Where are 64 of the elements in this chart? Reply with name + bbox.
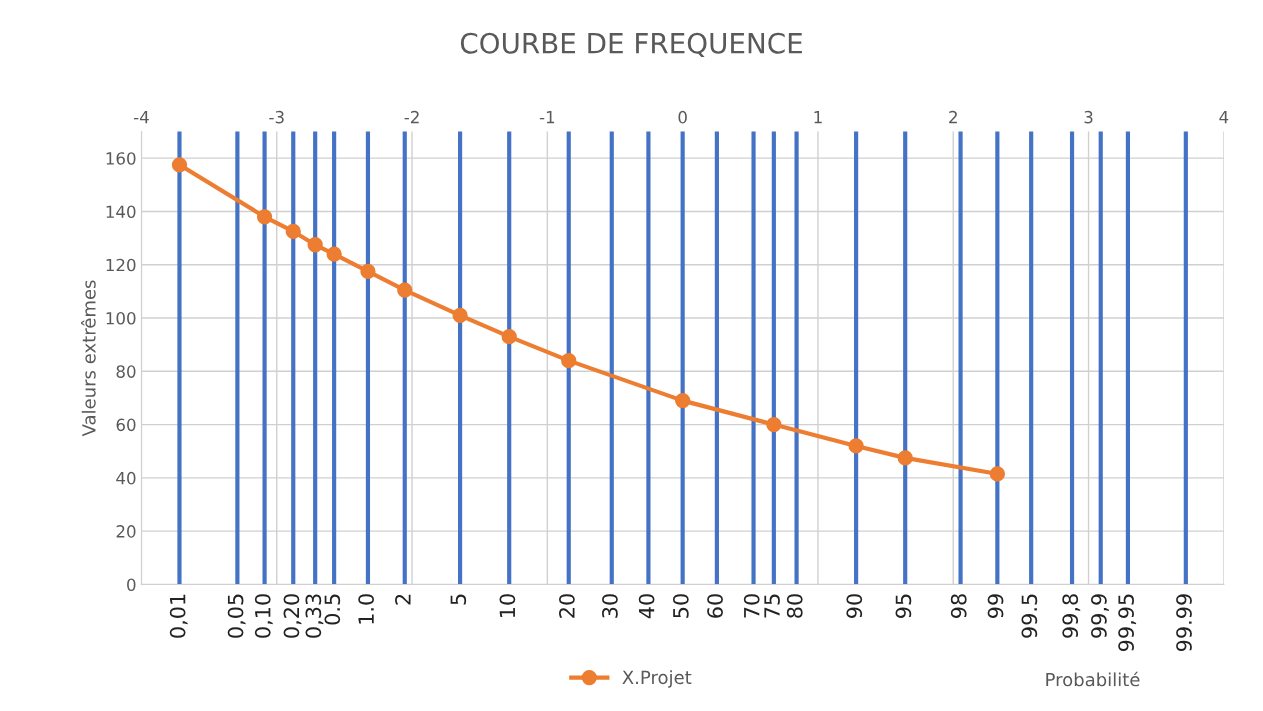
text: 90 bbox=[846, 594, 863, 618]
text: 99,95 bbox=[1118, 594, 1137, 652]
point bbox=[897, 450, 913, 466]
point bbox=[675, 392, 691, 409]
text: 1.0 bbox=[358, 594, 374, 624]
y-axis-title: Valeurs extrêmes bbox=[81, 280, 96, 437]
point bbox=[452, 307, 468, 324]
y-tick-label: 140 bbox=[106, 205, 136, 219]
point bbox=[989, 466, 1005, 482]
text: 95 bbox=[895, 594, 912, 618]
y-tick-label: 80 bbox=[116, 365, 136, 378]
x-tick-label: 2 bbox=[949, 110, 957, 124]
point bbox=[326, 246, 342, 262]
y-tick-label: 100 bbox=[106, 311, 136, 325]
point bbox=[360, 263, 376, 280]
text: 70 bbox=[743, 594, 760, 618]
text: 99,8 bbox=[1062, 594, 1081, 638]
point bbox=[171, 157, 188, 173]
point bbox=[561, 353, 577, 369]
text: 60 bbox=[707, 594, 723, 618]
x-tick-label: -1 bbox=[539, 111, 555, 124]
x-tick-label: 4 bbox=[1219, 111, 1229, 124]
y-tick-label: 20 bbox=[116, 525, 136, 538]
text: 30 bbox=[602, 594, 618, 618]
x-tick-label: -4 bbox=[133, 111, 149, 124]
text: 2 bbox=[395, 594, 411, 605]
legend-label: X.Projet bbox=[622, 670, 692, 688]
x-tick-label: 3 bbox=[1084, 110, 1093, 124]
point bbox=[256, 209, 273, 225]
text: 0,20 bbox=[283, 594, 302, 638]
point bbox=[766, 416, 782, 433]
text: 99,9 bbox=[1091, 594, 1109, 638]
text: 40 bbox=[638, 594, 655, 619]
text: 0.5 bbox=[324, 594, 341, 625]
point bbox=[285, 223, 301, 240]
text: 99.5 bbox=[1021, 594, 1038, 638]
y-tick-label: 40 bbox=[116, 471, 136, 485]
text: 0,05 bbox=[227, 594, 246, 638]
text: 50 bbox=[672, 594, 689, 618]
text: 20 bbox=[559, 594, 575, 618]
x-tick-label: -2 bbox=[404, 110, 419, 124]
text: 10 bbox=[499, 594, 516, 617]
y-tick-label: 60 bbox=[116, 418, 136, 432]
text: 0,10 bbox=[254, 594, 273, 638]
x-tick-label: -3 bbox=[269, 110, 284, 124]
x-axis-title: Probabilité bbox=[1046, 671, 1140, 687]
point bbox=[397, 282, 413, 298]
text: 0,01 bbox=[169, 594, 188, 638]
y-tick-label: 160 bbox=[106, 152, 136, 165]
point bbox=[501, 329, 517, 345]
point bbox=[848, 438, 864, 454]
text: 99.99 bbox=[1176, 594, 1192, 652]
text: 75 bbox=[764, 594, 780, 618]
x-tick-label: 1 bbox=[814, 111, 822, 124]
text: 0,33 bbox=[305, 594, 324, 638]
text: 99 bbox=[987, 594, 1004, 618]
text: 5 bbox=[450, 594, 467, 605]
y-tick-label: 120 bbox=[106, 258, 136, 272]
chart-title: COURBE DE FREQUENCE bbox=[460, 32, 802, 57]
y-tick-label: 0 bbox=[127, 578, 136, 592]
point bbox=[307, 237, 323, 253]
text: 80 bbox=[786, 594, 803, 618]
x-tick-label: 0 bbox=[678, 110, 687, 124]
text: 98 bbox=[950, 594, 967, 618]
